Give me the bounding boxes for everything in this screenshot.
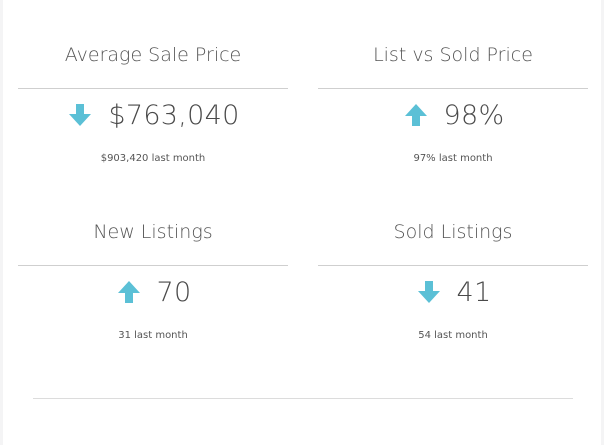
stat-value: $763,040 <box>108 99 240 131</box>
stat-title: Average Sale Price <box>64 44 242 66</box>
divider <box>318 265 588 266</box>
stat-value-row: 41 <box>318 266 588 318</box>
divider <box>318 88 588 89</box>
stat-value-row: 98% <box>318 89 588 141</box>
stat-sold-listings: Sold Listings 41 54 last month <box>318 177 588 341</box>
stat-value-row: $763,040 <box>18 89 288 141</box>
stat-list-vs-sold-price: List vs Sold Price 98% 97% last month <box>318 0 588 164</box>
stat-previous: 54 last month <box>418 330 488 341</box>
stat-value: 70 <box>156 276 192 308</box>
stat-value: 98% <box>443 99 505 131</box>
stat-previous: 31 last month <box>118 330 188 341</box>
down-arrow-icon <box>69 104 92 126</box>
stat-value-row: 70 <box>18 266 288 318</box>
stat-average-sale-price: Average Sale Price $763,040 $903,420 las… <box>18 0 288 164</box>
stat-title: New Listings <box>93 221 213 243</box>
stat-title: List vs Sold Price <box>373 44 533 66</box>
market-stats-card: Average Sale Price $763,040 $903,420 las… <box>3 0 601 445</box>
divider <box>18 265 288 266</box>
stat-title: Sold Listings <box>393 221 513 243</box>
divider <box>18 88 288 89</box>
up-arrow-icon <box>404 104 427 126</box>
stat-previous: $903,420 last month <box>100 153 206 164</box>
stat-previous: 97% last month <box>413 153 493 164</box>
bottom-divider <box>33 398 573 399</box>
stat-value: 41 <box>456 276 492 308</box>
up-arrow-icon <box>117 281 140 303</box>
stat-new-listings: New Listings 70 31 last month <box>18 177 288 341</box>
down-arrow-icon <box>417 281 440 303</box>
